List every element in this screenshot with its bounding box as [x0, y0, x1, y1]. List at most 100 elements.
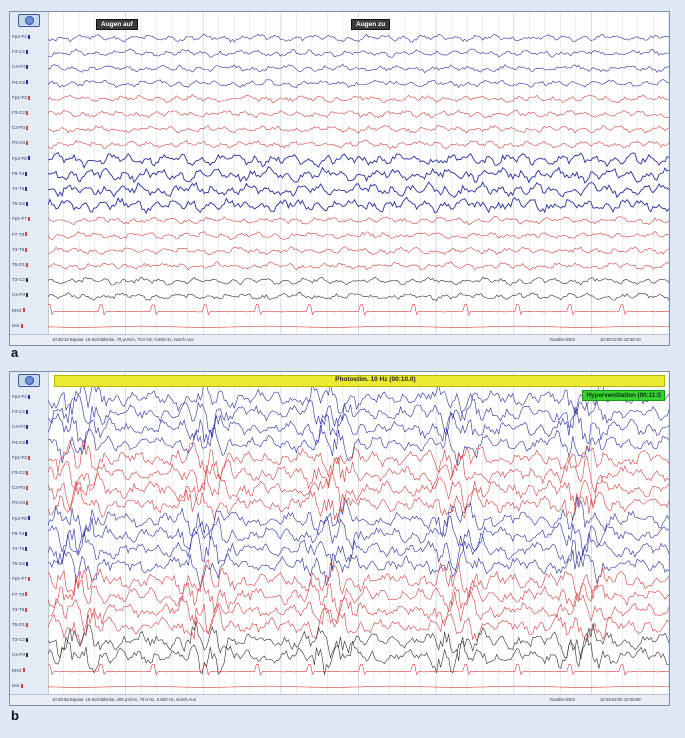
eeg-trace: [48, 48, 669, 58]
channel-name: Fp1-F7: [12, 576, 27, 582]
channel-name: C3-P3: [12, 485, 26, 491]
channel-label[interactable]: F3-C3: [12, 110, 28, 115]
montage-button[interactable]: [18, 14, 40, 27]
channel-color-marker: [26, 65, 29, 70]
channel-label[interactable]: P3-O1: [12, 500, 29, 506]
channel-label[interactable]: Fp2-F4: [12, 394, 30, 399]
channel-label[interactable]: C3-P3: [12, 292, 29, 298]
channel-label[interactable]: T6-O2: [12, 201, 29, 207]
channel-name: P3-O1: [12, 500, 26, 506]
marker-eyes-open[interactable]: Augen auf: [96, 19, 138, 30]
channel-name: EKG: [12, 667, 22, 673]
channel-label[interactable]: Del.: [12, 322, 24, 328]
channel-label[interactable]: F8-T4: [12, 171, 28, 176]
hyperventilation-marker[interactable]: Hyperventilation (00:11:5: [582, 390, 665, 401]
channel-label[interactable]: T3-T5: [12, 247, 28, 252]
eeg-trace: [48, 452, 669, 494]
channel-label[interactable]: Fp2-F8: [12, 156, 30, 161]
channel-name: F3-C3: [12, 470, 25, 475]
channel-color-marker: [27, 95, 30, 100]
eeg-trace: [48, 393, 669, 437]
photostim-bar[interactable]: Photostim. 10 Hz (00:10.0): [54, 375, 665, 387]
channel-label[interactable]: P4-O2: [12, 80, 29, 85]
channel-color-marker: [25, 247, 28, 252]
channel-label[interactable]: EKG: [12, 668, 25, 673]
eeg-trace: [48, 139, 669, 149]
channel-label[interactable]: F4-C4: [12, 49, 28, 54]
channel-label[interactable]: T3-T5: [12, 607, 28, 612]
eeg-traces: [48, 372, 669, 695]
marker-eyes-closed[interactable]: Augen zu: [351, 19, 391, 30]
channel-name: Del.: [12, 322, 21, 328]
channel-color-marker: [26, 425, 29, 430]
channel-color-marker: [25, 232, 28, 237]
channel-name: F3-C3: [12, 110, 25, 115]
channel-label[interactable]: T5-O1: [12, 622, 29, 627]
channel-color-marker: [27, 217, 30, 222]
channel-label[interactable]: F3-C3: [12, 470, 28, 475]
status-bar: 10:30:10 Bipolar, 16 Seit./Blöcke, 70 µV…: [10, 334, 669, 345]
channel-label[interactable]: F7-T3: [12, 592, 28, 597]
channel-label[interactable]: T3-C3: [12, 277, 28, 282]
panel-label-b: b: [11, 708, 19, 723]
channel-color-marker: [26, 440, 29, 445]
status-recording-type: Routine EEG: [550, 337, 576, 342]
eeg-trace-area[interactable]: [48, 372, 669, 695]
channel-label[interactable]: T4-T6: [12, 186, 28, 191]
channel-name: Fp2-F8: [12, 515, 27, 521]
channel-name: Del.: [12, 682, 21, 688]
montage-button[interactable]: [18, 374, 40, 387]
channel-label[interactable]: Fp2-F4: [12, 34, 30, 39]
eeg-trace: [48, 543, 669, 588]
eeg-trace: [48, 181, 669, 199]
channel-label[interactable]: T4-T6: [12, 546, 28, 551]
channel-label[interactable]: T6-O2: [12, 561, 29, 566]
channel-label[interactable]: C3-P3: [12, 125, 29, 130]
channel-label[interactable]: T3-C3: [12, 637, 28, 642]
eeg-trace: [48, 685, 669, 688]
channel-color-marker: [21, 323, 24, 328]
channel-label[interactable]: Fp2-F8: [12, 516, 30, 521]
channel-label[interactable]: C4-P4: [12, 424, 29, 430]
channel-label[interactable]: F7-T3: [12, 232, 28, 237]
channel-color-marker: [27, 455, 30, 460]
channel-name: C3-P3: [12, 652, 26, 658]
channel-color-marker: [26, 293, 29, 298]
record-icon: [25, 16, 34, 25]
channel-name: Fp2-F4: [12, 34, 27, 39]
record-icon: [25, 376, 34, 385]
channel-color-marker: [26, 262, 29, 267]
channel-label[interactable]: P4-O2: [12, 440, 29, 445]
channel-color-marker: [26, 561, 29, 566]
channel-label[interactable]: F4-C4: [12, 409, 28, 414]
channel-label[interactable]: C3-P3: [12, 652, 29, 658]
status-bar: 10:28:58 Bipolar, 16 Seit./Blöcke, 200 µ…: [10, 694, 669, 705]
channel-label[interactable]: Fp1-F3: [12, 455, 30, 460]
eeg-trace: [48, 423, 669, 466]
channel-color-marker: [22, 308, 25, 313]
channel-label[interactable]: Fp1-F7: [12, 216, 30, 221]
channel-color-marker: [27, 156, 30, 161]
eeg-trace: [48, 196, 669, 215]
channel-label[interactable]: Del.: [12, 682, 24, 688]
channel-color-marker: [25, 531, 28, 536]
eeg-trace: [48, 303, 669, 316]
eeg-trace: [48, 230, 669, 241]
channel-color-marker: [25, 110, 28, 115]
channel-label[interactable]: F8-T4: [12, 531, 28, 536]
eeg-trace: [48, 261, 669, 271]
channel-name: T6-O2: [12, 201, 26, 207]
channel-color-marker: [25, 607, 28, 612]
channel-label[interactable]: C3-P3: [12, 485, 29, 491]
eeg-trace-area[interactable]: Augen auf Augen zu: [48, 12, 669, 335]
channel-label[interactable]: P3-O1: [12, 140, 29, 145]
channel-color-marker: [22, 668, 25, 673]
channel-label[interactable]: EKG: [12, 308, 25, 313]
channel-label[interactable]: Fp1-F7: [12, 576, 30, 581]
channel-label[interactable]: Fp1-F3: [12, 95, 30, 100]
channel-label[interactable]: C4-P4: [12, 64, 29, 70]
channel-label[interactable]: T5-O1: [12, 262, 29, 267]
eeg-traces: [48, 12, 669, 335]
channel-list: Fp2-F4 F4-C4 C4-P4 P4-O2 Fp1-F3 F3-C3 C3-P3 P3-…: [10, 372, 49, 705]
channel-color-marker: [25, 546, 28, 551]
